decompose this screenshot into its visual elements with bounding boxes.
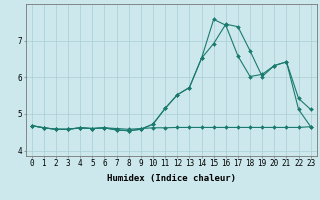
X-axis label: Humidex (Indice chaleur): Humidex (Indice chaleur) (107, 174, 236, 183)
